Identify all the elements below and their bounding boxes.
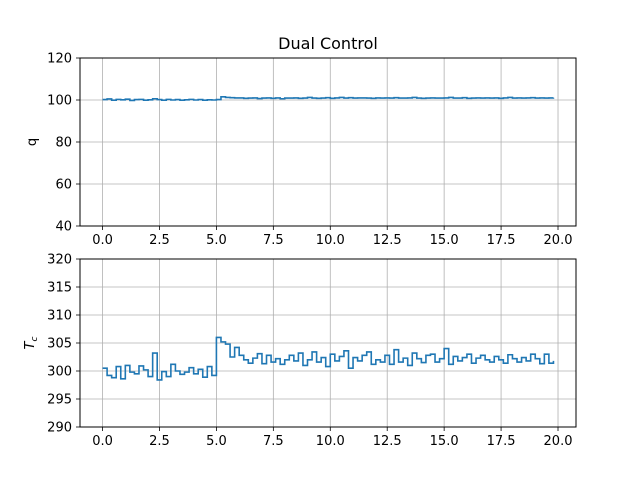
top-series-group xyxy=(102,96,555,102)
top-x-tick-label: 2.5 xyxy=(149,233,170,248)
top-y-tick-label: 120 xyxy=(47,52,72,67)
top-y-tick-label: 100 xyxy=(47,94,72,109)
bottom-x-tick-label: 0.0 xyxy=(92,434,113,449)
bottom-x-tick-label: 20.0 xyxy=(544,434,573,449)
bottom-x-tick-label: 15.0 xyxy=(430,434,459,449)
top-ticks: 0.0 2.5 5.0 7.5 10.0 12.5 15.0 17.5 20.0 40 60 80 10… xyxy=(47,52,572,249)
bottom-subplot: 0.0 2.5 5.0 7.5 10.0 12.5 15.0 17.5 20.0 290 295 30… xyxy=(23,253,577,450)
top-x-tick-label: 10.0 xyxy=(316,233,345,248)
top-subplot: 0.0 2.5 5.0 7.5 10.0 12.5 15.0 17.5 20.0 40 60 80 10… xyxy=(25,34,577,249)
bottom-ticks: 0.0 2.5 5.0 7.5 10.0 12.5 15.0 17.5 20.0 290 295 30… xyxy=(47,253,572,450)
top-y-axis-label: q xyxy=(25,138,40,146)
top-x-tick-label: 20.0 xyxy=(544,233,573,248)
bottom-y-tick-label: 300 xyxy=(47,365,72,380)
bottom-y-tick-label: 305 xyxy=(47,337,72,352)
bottom-y-axis-label-sub: c xyxy=(30,337,40,342)
bottom-y-tick-label: 320 xyxy=(47,253,72,268)
chart-title: Dual Control xyxy=(278,34,378,53)
bottom-y-tick-label: 315 xyxy=(47,281,72,296)
bottom-series-group xyxy=(102,336,555,381)
bottom-x-tick-label: 2.5 xyxy=(149,434,170,449)
bottom-y-tick-label: 310 xyxy=(47,309,72,324)
top-x-tick-label: 7.5 xyxy=(263,233,284,248)
top-y-tick-label: 80 xyxy=(55,136,72,151)
bottom-series-line xyxy=(102,336,555,381)
top-y-tick-label: 60 xyxy=(55,178,72,193)
top-y-tick-label: 40 xyxy=(55,220,72,235)
bottom-y-tick-label: 295 xyxy=(47,393,72,408)
bottom-x-tick-label: 10.0 xyxy=(316,434,345,449)
top-x-tick-label: 12.5 xyxy=(373,233,402,248)
top-series-line xyxy=(102,96,555,102)
top-x-tick-label: 0.0 xyxy=(92,233,113,248)
bottom-x-tick-label: 12.5 xyxy=(373,434,402,449)
bottom-x-tick-label: 7.5 xyxy=(263,434,284,449)
bottom-x-tick-label: 5.0 xyxy=(206,434,227,449)
bottom-y-axis-label: Tc xyxy=(23,337,40,350)
bottom-x-tick-label: 17.5 xyxy=(487,434,516,449)
top-x-tick-label: 5.0 xyxy=(206,233,227,248)
bottom-y-axis-label-main: T xyxy=(23,340,38,349)
bottom-y-tick-label: 290 xyxy=(47,421,72,436)
top-x-tick-label: 15.0 xyxy=(430,233,459,248)
top-x-tick-label: 17.5 xyxy=(487,233,516,248)
